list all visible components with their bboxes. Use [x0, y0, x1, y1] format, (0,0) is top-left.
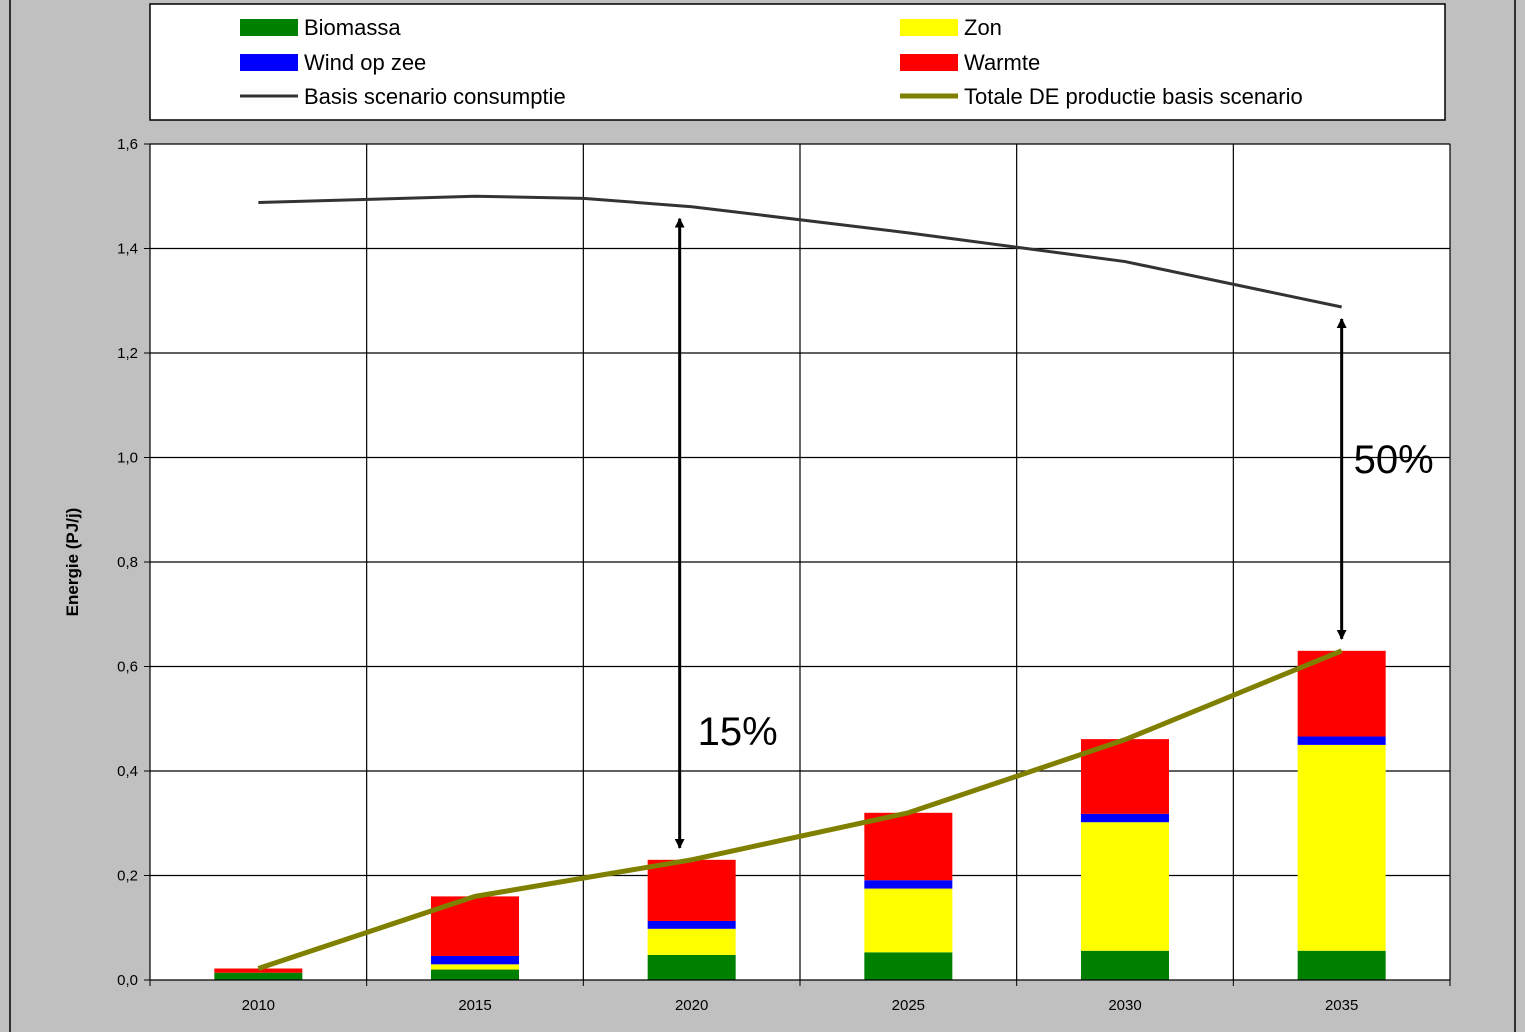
line-totale-de-productie-basis-scenario [257, 648, 1343, 971]
bar-zon-2030 [1081, 822, 1169, 951]
legend-swatch-zon [900, 19, 958, 36]
legend-box [149, 3, 1446, 121]
bar-zon-2015 [431, 964, 519, 970]
y-tick-label: 0,8 [117, 554, 138, 571]
legend-swatch-warmte [900, 54, 958, 71]
bar-wind-op-zee-2025 [864, 880, 953, 889]
y-axis-label: Energie (PJ/j) [63, 508, 82, 617]
gridlines [150, 143, 1451, 980]
y-tick-label: 1,2 [117, 345, 138, 362]
bar-wind-op-zee-2015 [431, 955, 519, 965]
y-tick-label: 0,0 [117, 972, 138, 989]
x-tick-label: 2015 [458, 997, 491, 1014]
bar-zon-2035 [1297, 744, 1386, 951]
legend-swatch-wind-op-zee [240, 54, 298, 71]
x-tick-label: 2020 [675, 997, 708, 1014]
annotation-label: 50% [1354, 438, 1434, 482]
x-tick-label: 2030 [1108, 997, 1141, 1014]
x-tick-label: 2035 [1325, 997, 1358, 1014]
y-tick-label: 1,6 [117, 136, 138, 153]
y-tick-label: 0,2 [117, 868, 138, 885]
legend-label-warmte: Warmte [964, 50, 1040, 75]
y-tick-label: 0,4 [117, 763, 138, 780]
bar-biomassa-2025 [864, 952, 953, 980]
annotations: 15% 50% [674, 217, 1434, 849]
legend-label-zon: Zon [964, 15, 1002, 40]
series-lines [257, 194, 1343, 971]
bar-wind-op-zee-2035 [1297, 736, 1386, 745]
y-tick-label: 0,6 [117, 659, 138, 676]
bar-warmte-2010 [214, 968, 303, 973]
bar-zon-2025 [864, 888, 953, 953]
bar-wind-op-zee-2030 [1081, 813, 1169, 823]
bar-biomassa-2010 [214, 972, 303, 980]
legend-label-totale-de-productie-basis-scenario: Totale DE productie basis scenario [964, 84, 1303, 109]
legend-label-wind-op-zee: Wind op zee [304, 50, 426, 75]
chart-area [9, 0, 1516, 1032]
line-basis-scenario-consumptie [258, 194, 1342, 309]
bar-zon-2020 [647, 928, 736, 955]
bar-wind-op-zee-2020 [647, 920, 736, 929]
bars [214, 650, 1386, 980]
bar-biomassa-2030 [1081, 950, 1169, 980]
annotation-label: 15% [698, 710, 778, 754]
x-tick-label: 2010 [242, 997, 275, 1014]
x-tick-label: 2025 [892, 997, 925, 1014]
bar-biomassa-2020 [647, 954, 736, 980]
y-tick-label: 1,4 [117, 241, 138, 258]
legend-label-basis-scenario-consumptie: Basis scenario consumptie [304, 84, 566, 109]
y-tick-label: 1,0 [117, 450, 138, 467]
legend: Biomassa Zon Wind op zee Warmte Basis scenar… [149, 3, 1446, 121]
legend-label-biomassa: Biomassa [304, 15, 401, 40]
bar-warmte-2020 [647, 859, 736, 921]
bar-warmte-2025 [864, 812, 953, 881]
bar-biomassa-2035 [1297, 950, 1386, 980]
axes: 0,0 0,2 0,4 0,6 0,8 1,0 1,2 1,4 1,6 2010 2015 2020 2… [117, 136, 1451, 1014]
bar-biomassa-2015 [431, 969, 519, 980]
legend-swatch-biomassa [240, 19, 298, 36]
